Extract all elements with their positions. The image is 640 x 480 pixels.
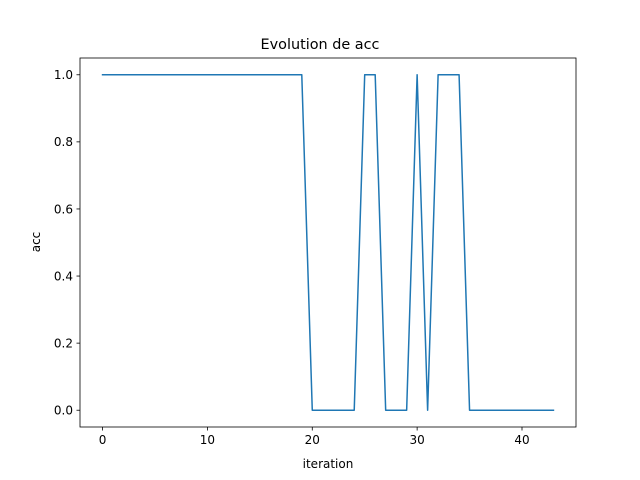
y-tick-label: 1.0 bbox=[54, 68, 73, 82]
y-tick-label: 0.2 bbox=[54, 336, 73, 350]
chart-title: Evolution de acc bbox=[261, 37, 380, 53]
x-tick-label: 40 bbox=[514, 433, 529, 447]
y-axis: 0.0 0.2 0.4 0.6 0.8 1.0 bbox=[54, 68, 80, 418]
x-tick-label: 30 bbox=[409, 433, 424, 447]
x-tick-label: 0 bbox=[99, 433, 107, 447]
x-tick-label: 10 bbox=[200, 433, 215, 447]
plot-area bbox=[101, 74, 555, 411]
y-tick-label: 0.0 bbox=[54, 404, 73, 418]
y-tick-label: 0.4 bbox=[54, 269, 73, 283]
y-tick-label: 0.8 bbox=[54, 135, 73, 149]
series-line bbox=[101, 74, 555, 411]
axes-frame bbox=[79, 57, 577, 428]
y-axis-label: acc bbox=[29, 232, 43, 253]
x-axis: 0 10 20 30 40 bbox=[99, 427, 530, 447]
x-tick-label: 20 bbox=[305, 433, 320, 447]
x-axis-label: iteration bbox=[303, 457, 354, 471]
y-tick-label: 0.6 bbox=[54, 202, 73, 216]
